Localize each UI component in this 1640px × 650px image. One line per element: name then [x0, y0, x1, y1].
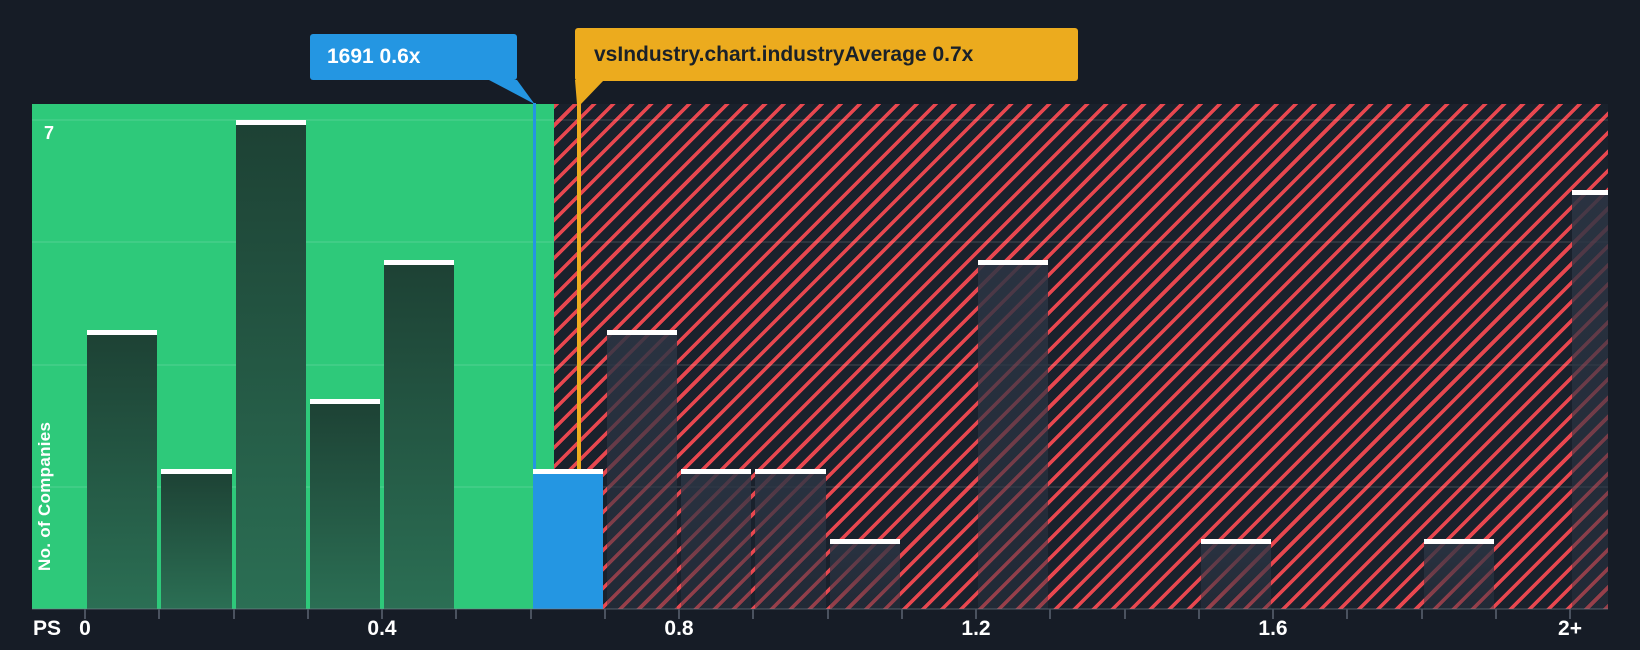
bar-top-cap: [1423, 539, 1494, 545]
bar-top-cap: [606, 329, 677, 335]
bar-top-cap: [532, 469, 603, 475]
bar-bin-0.3[interactable]: [309, 399, 380, 609]
x-tick: [1420, 609, 1423, 619]
y-axis-title: No. of Companies: [35, 421, 54, 571]
x-axis-label-1.2: 1.2: [961, 617, 991, 640]
bar-bin-1.2[interactable]: [978, 259, 1049, 609]
bar-bin-0.7[interactable]: [606, 329, 677, 609]
x-tick: [603, 609, 606, 619]
industry-tooltip-tail: [575, 80, 604, 104]
bar-top-cap: [309, 399, 380, 405]
industry-average-tooltip: vsIndustry.chart.industryAverage 0.7x: [575, 28, 1078, 81]
bar-top-cap: [235, 120, 306, 125]
x-axis-line: [32, 608, 1608, 610]
x-tick: [678, 609, 680, 619]
x-tick: [381, 609, 383, 619]
company-tooltip-text: 1691 0.6x: [327, 45, 421, 68]
x-tick: [975, 609, 977, 619]
x-tick: [455, 609, 458, 619]
bar-bin-0.9[interactable]: [755, 469, 826, 609]
y-axis-max-label: 7: [44, 123, 55, 143]
bar-bin-1.0[interactable]: [829, 539, 900, 609]
bar-bin-0.4[interactable]: [384, 259, 455, 609]
bar-top-cap: [1200, 539, 1271, 545]
x-axis-label-0.8: 0.8: [664, 617, 694, 640]
gridline: [32, 363, 1608, 366]
x-axis-label-0: 0: [79, 617, 91, 640]
x-tick: [158, 609, 161, 619]
x-axis-unit-label: PS: [33, 617, 62, 640]
x-tick: [1197, 609, 1200, 619]
x-tick: [529, 609, 532, 619]
bar-bin-1.5[interactable]: [1200, 539, 1271, 609]
industry-tooltip-text: vsIndustry.chart.industryAverage 0.7x: [594, 42, 974, 66]
x-tick: [84, 609, 86, 619]
bar-bin-0.2[interactable]: [235, 120, 306, 609]
x-tick: [1569, 609, 1571, 619]
bar-top-cap: [161, 469, 232, 475]
company-marker-line: [533, 103, 536, 469]
company-value-tooltip: 1691 0.6x: [310, 34, 517, 80]
bar-bin-0.0[interactable]: [87, 329, 158, 609]
bar-top-cap: [1572, 189, 1608, 195]
x-tick: [1494, 609, 1497, 619]
x-tick: [1346, 609, 1349, 619]
x-tick: [1049, 609, 1052, 619]
x-axis-label-2+: 2+: [1558, 617, 1582, 640]
bar-top-cap: [755, 469, 826, 475]
bar-bin-0.1[interactable]: [161, 469, 232, 609]
company-tooltip-tail: [489, 80, 535, 104]
bar-bin-0.6[interactable]: [532, 469, 603, 609]
x-tick: [232, 609, 235, 619]
bar-bin-2.0-plus[interactable]: [1572, 189, 1608, 609]
bar-top-cap: [87, 329, 158, 335]
x-tick: [1123, 609, 1126, 619]
x-axis-label-0.4: 0.4: [367, 617, 397, 640]
gridline: [32, 119, 1608, 121]
bar-top-cap: [978, 259, 1049, 265]
x-tick: [752, 609, 755, 619]
industry-average-marker-line: [577, 103, 581, 469]
bar-top-cap: [829, 539, 900, 545]
bar-bin-1.8[interactable]: [1423, 539, 1494, 609]
x-tick: [306, 609, 309, 619]
x-tick: [1272, 609, 1274, 619]
bar-top-cap: [384, 259, 455, 265]
bar-top-cap: [681, 469, 752, 475]
x-tick: [826, 609, 829, 619]
bar-bin-0.8[interactable]: [681, 469, 752, 609]
above-average-hatched-zone: [553, 104, 1608, 609]
x-axis-label-1.6: 1.6: [1258, 617, 1288, 640]
x-tick: [900, 609, 903, 619]
gridline: [32, 241, 1608, 244]
